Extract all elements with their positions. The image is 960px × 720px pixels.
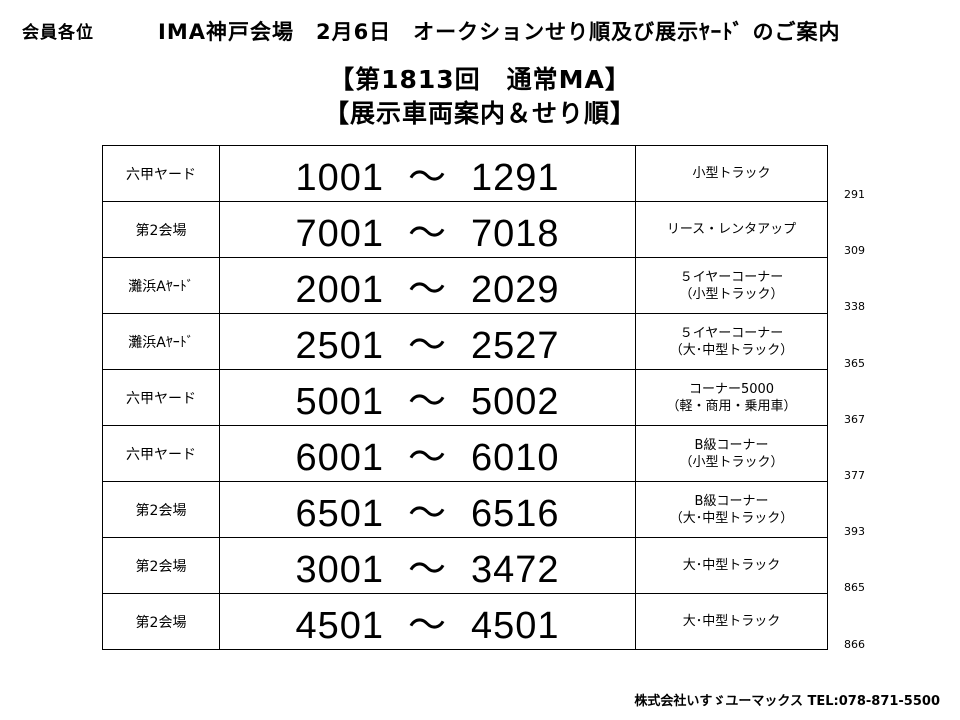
vehicle-category: B級コーナー （小型トラック） xyxy=(635,425,828,482)
range-end: 5002 xyxy=(471,381,560,423)
range-end: 6516 xyxy=(471,493,560,535)
range-separator: ～ xyxy=(407,213,447,255)
table-row: 六甲ヤード 1001 ～ 1291 小型トラック xyxy=(102,145,828,202)
cumulative-count: 865 xyxy=(844,581,865,595)
range-end: 2029 xyxy=(471,269,560,311)
lot-number-range: 4501 ～ 4501 xyxy=(219,593,636,650)
table-row: 六甲ヤード 6001 ～ 6010 B級コーナー （小型トラック） xyxy=(102,425,828,482)
vehicle-category: B級コーナー （大･中型トラック） xyxy=(635,481,828,538)
lot-number-range: 1001 ～ 1291 xyxy=(219,145,636,202)
vehicle-category: コーナー5000 （軽・商用・乗用車） xyxy=(635,369,828,426)
cumulative-count: 866 xyxy=(844,637,865,651)
range-start: 1001 xyxy=(295,157,384,199)
vehicle-category: ５イヤーコーナー （大･中型トラック） xyxy=(635,313,828,370)
table-row: 第2会場 3001 ～ 3472 大･中型トラック xyxy=(102,537,828,594)
range-separator: ～ xyxy=(407,325,447,367)
range-start: 5001 xyxy=(295,381,384,423)
category-line: B級コーナー xyxy=(694,437,769,453)
range-end: 4501 xyxy=(471,605,560,647)
category-line: 大･中型トラック xyxy=(682,558,781,573)
yard-location: 第2会場 xyxy=(102,201,220,258)
category-line: （小型トラック） xyxy=(679,454,784,470)
range-start: 2001 xyxy=(295,269,384,311)
range-separator: ～ xyxy=(407,605,447,647)
table-row: 第2会場 6501 ～ 6516 B級コーナー （大･中型トラック） xyxy=(102,481,828,538)
section-subtitle: 【展示車両案内＆せり順】 xyxy=(323,99,636,128)
yard-location: 第2会場 xyxy=(102,593,220,650)
range-separator: ～ xyxy=(407,493,447,535)
range-start: 2501 xyxy=(295,325,384,367)
session-title: 【第1813回 通常MA】 xyxy=(329,65,631,94)
cumulative-count: 377 xyxy=(844,469,865,482)
table-row: 灘浜Aﾔｰﾄﾞ 2001 ～ 2029 ５イヤーコーナー （小型トラック） xyxy=(102,257,828,314)
lot-number-range: 5001 ～ 5002 xyxy=(219,369,636,426)
addressee: 会員各位 xyxy=(22,23,94,43)
vehicle-category: 大･中型トラック xyxy=(635,537,828,594)
cumulative-count: 338 xyxy=(844,300,865,314)
lot-number-range: 6001 ～ 6010 xyxy=(219,425,636,482)
yard-location: 第2会場 xyxy=(102,481,220,538)
vehicle-category: ５イヤーコーナー （小型トラック） xyxy=(635,257,828,314)
category-line: 小型トラック xyxy=(692,166,771,181)
document-title: IMA神戸会場 2月6日 オークションせり順及び展示ﾔｰﾄﾞ のご案内 xyxy=(158,20,841,44)
lot-number-range: 7001 ～ 7018 xyxy=(219,201,636,258)
cumulative-count: 393 xyxy=(844,525,865,539)
range-end: 6010 xyxy=(471,437,560,479)
category-line: （小型トラック） xyxy=(679,286,784,302)
table-row: 第2会場 7001 ～ 7018 リース・レンタアップ xyxy=(102,201,828,258)
category-line: ５イヤーコーナー xyxy=(679,269,784,285)
range-end: 3472 xyxy=(471,549,560,591)
lot-number-range: 6501 ～ 6516 xyxy=(219,481,636,538)
range-separator: ～ xyxy=(407,269,447,311)
lot-number-range: 3001 ～ 3472 xyxy=(219,537,636,594)
range-end: 2527 xyxy=(471,325,560,367)
category-line: （大･中型トラック） xyxy=(669,510,794,526)
range-start: 3001 xyxy=(295,549,384,591)
yard-location: 灘浜Aﾔｰﾄﾞ xyxy=(102,313,220,370)
category-line: ５イヤーコーナー xyxy=(679,325,784,341)
yard-location: 灘浜Aﾔｰﾄﾞ xyxy=(102,257,220,314)
category-line: リース・レンタアップ xyxy=(666,222,797,237)
auction-schedule-table: 六甲ヤード 1001 ～ 1291 小型トラック第2会場 7001 ～ 7018 リース・レンタ… xyxy=(102,145,828,650)
vehicle-category: 小型トラック xyxy=(635,145,828,202)
category-line: （大･中型トラック） xyxy=(669,342,794,358)
yard-location: 六甲ヤード xyxy=(102,369,220,426)
range-start: 6001 xyxy=(295,437,384,479)
range-end: 1291 xyxy=(471,157,560,199)
vehicle-category: 大･中型トラック xyxy=(635,593,828,650)
company-contact: 株式会社いすゞユーマックス TEL:078-871-5500 xyxy=(634,694,940,709)
category-line: コーナー5000 xyxy=(688,381,775,397)
yard-location: 六甲ヤード xyxy=(102,425,220,482)
table-row: 灘浜Aﾔｰﾄﾞ 2501 ～ 2527 ５イヤーコーナー （大･中型トラック） xyxy=(102,313,828,370)
lot-number-range: 2001 ～ 2029 xyxy=(219,257,636,314)
vehicle-category: リース・レンタアップ xyxy=(635,201,828,258)
cumulative-count: 367 xyxy=(844,412,865,426)
range-start: 6501 xyxy=(295,493,384,535)
range-separator: ～ xyxy=(407,437,447,479)
yard-location: 六甲ヤード xyxy=(102,145,220,202)
range-separator: ～ xyxy=(407,157,447,199)
range-start: 7001 xyxy=(295,213,384,255)
range-separator: ～ xyxy=(407,381,447,423)
lot-number-range: 2501 ～ 2527 xyxy=(219,313,636,370)
category-line: 大･中型トラック xyxy=(682,614,781,629)
range-end: 7018 xyxy=(471,213,560,255)
range-separator: ～ xyxy=(407,549,447,591)
cumulative-count: 365 xyxy=(844,356,865,370)
range-start: 4501 xyxy=(295,605,384,647)
table-row: 第2会場 4501 ～ 4501 大･中型トラック xyxy=(102,593,828,650)
cumulative-count: 291 xyxy=(844,188,865,201)
category-line: B級コーナー xyxy=(694,493,769,509)
yard-location: 第2会場 xyxy=(102,537,220,594)
cumulative-count: 309 xyxy=(844,244,865,258)
table-row: 六甲ヤード 5001 ～ 5002 コーナー5000 （軽・商用・乗用車） xyxy=(102,369,828,426)
category-line: （軽・商用・乗用車） xyxy=(666,398,797,414)
